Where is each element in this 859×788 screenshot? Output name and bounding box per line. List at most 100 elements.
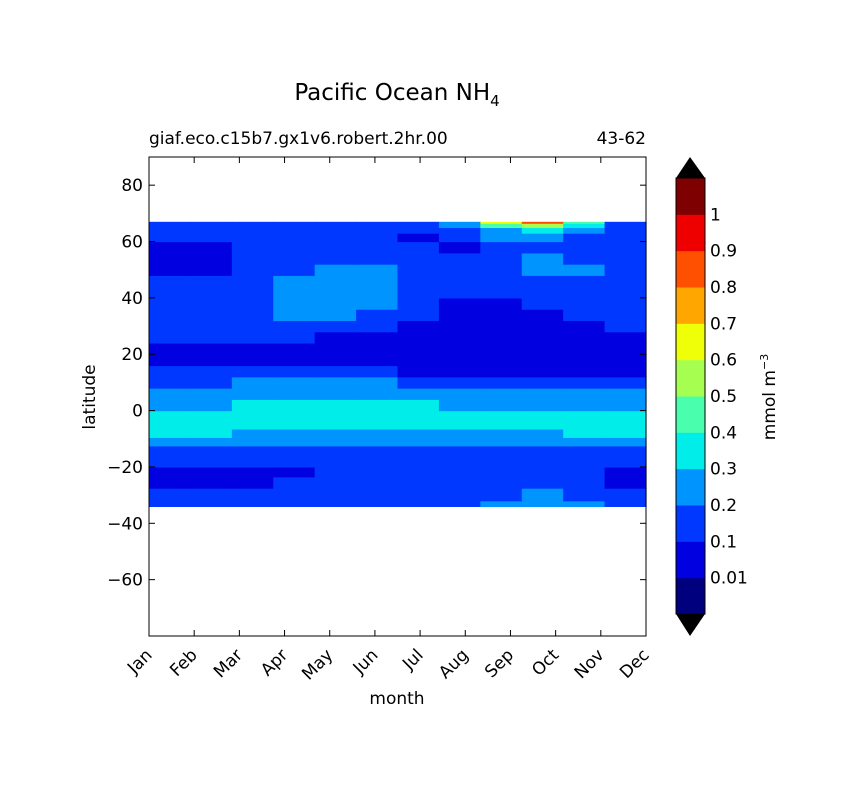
heatmap-cell (314, 241, 357, 254)
heatmap-cell (438, 466, 481, 478)
heatmap-cell (190, 437, 233, 447)
heatmap-cell (521, 476, 564, 489)
heatmap-cell (273, 420, 316, 430)
heatmap-cell (563, 252, 606, 265)
heatmap-cell (314, 233, 357, 243)
heatmap-cell (149, 241, 192, 254)
heatmap-cell (231, 388, 274, 400)
heatmap-cell (314, 388, 357, 400)
x-tick-label: Oct (528, 645, 563, 680)
heatmap-cell (480, 365, 523, 378)
heatmap-cell (521, 309, 564, 322)
heatmap-cell (356, 388, 399, 400)
heatmap-cell (438, 455, 481, 468)
colorbar-tick-label: 0.01 (710, 569, 748, 589)
heatmap-cell (438, 488, 481, 502)
colorbar-cell (676, 323, 705, 361)
heatmap-cell (604, 227, 647, 234)
heatmap-cell (231, 445, 274, 457)
heatmap-cell (563, 286, 606, 299)
heatmap-cell (438, 410, 481, 422)
heatmap-cell (273, 399, 316, 412)
heatmap-cell (149, 376, 192, 389)
heatmap-cell (438, 437, 481, 447)
x-tick-label: Jan (123, 645, 156, 678)
heatmap-cell (604, 241, 647, 254)
heatmap-cell (356, 227, 399, 234)
heatmap-cell (397, 476, 440, 489)
heatmap-cell (604, 445, 647, 457)
heatmap-cell (273, 488, 316, 502)
heatmap-cell (149, 500, 192, 507)
y-tick-label: −60 (107, 571, 143, 591)
x-tick-label: Dec (616, 645, 653, 682)
colorbar-cell (676, 505, 705, 542)
heatmap-cell (314, 264, 357, 276)
heatmap-cell (314, 500, 357, 507)
heatmap-cell (397, 320, 440, 333)
heatmap-cell (231, 320, 274, 333)
heatmap-cell (356, 365, 399, 378)
heatmap-cell (397, 437, 440, 447)
heatmap-cell (314, 455, 357, 468)
heatmap-cell (314, 286, 357, 299)
heatmap-cell (604, 420, 647, 430)
heatmap-cell (521, 297, 564, 310)
heatmap-cell (480, 354, 523, 367)
heatmap-cell (521, 275, 564, 288)
heatmap-cell (231, 297, 274, 310)
heatmap-cell (438, 297, 481, 310)
heatmap-cell (231, 365, 274, 378)
heatmap-cell (273, 466, 316, 478)
heatmap-cell (438, 376, 481, 389)
colorbar-cell (676, 287, 705, 324)
heatmap-cell (604, 354, 647, 367)
heatmap-cell (480, 410, 523, 422)
heatmap-cell (521, 428, 564, 438)
heatmap-cell (149, 365, 192, 378)
colorbar-tick-label: 0.6 (710, 351, 737, 371)
heatmap-cell (521, 437, 564, 447)
heatmap-cell (190, 227, 233, 234)
heatmap-cell (273, 331, 316, 344)
heatmap-cell (273, 342, 316, 355)
heatmap-cell (149, 275, 192, 288)
heatmap-cell (231, 399, 274, 412)
heatmap-cell (190, 410, 233, 422)
heatmap-cell (231, 420, 274, 430)
heatmap-cell (314, 354, 357, 367)
heatmap-cell (149, 221, 192, 224)
heatmap-cell (521, 455, 564, 468)
heatmap-cell (149, 309, 192, 322)
heatmap-cell (314, 331, 357, 344)
heatmap-cell (231, 223, 274, 229)
heatmap-cell (231, 488, 274, 502)
heatmap-cell (438, 223, 481, 229)
heatmap-cell (480, 500, 523, 507)
heatmap-cell (438, 331, 481, 344)
heatmap-cell (356, 342, 399, 355)
heatmap-cell (231, 241, 274, 254)
heatmap-cell (356, 437, 399, 447)
colorbar-tick-label: 0.9 (710, 242, 737, 262)
heatmap-cell (521, 500, 564, 507)
y-tick-label: 60 (121, 233, 143, 253)
x-axis-label: month (369, 689, 424, 709)
heatmap-cell (273, 227, 316, 234)
heatmap-cell (604, 297, 647, 310)
heatmap-cell (521, 445, 564, 457)
y-tick-label: 20 (121, 345, 143, 365)
heatmap-cell (314, 376, 357, 389)
heatmap-cell (231, 455, 274, 468)
heatmap-cell (604, 476, 647, 489)
heatmap-cell (149, 420, 192, 430)
heatmap-cell (273, 365, 316, 378)
heatmap-cell (231, 354, 274, 367)
heatmap-cell (604, 466, 647, 478)
colorbar-tick-label: 0.2 (710, 496, 737, 516)
heatmap-cell (480, 286, 523, 299)
colorbar: 0.01 0.1 0.2 0.3 0.4 0.5 0.6 0.7 0.8 0.9 1 mmol m−… (675, 157, 780, 636)
heatmap-cell (231, 428, 274, 438)
heatmap-cell (314, 275, 357, 288)
heatmap-cell (397, 410, 440, 422)
